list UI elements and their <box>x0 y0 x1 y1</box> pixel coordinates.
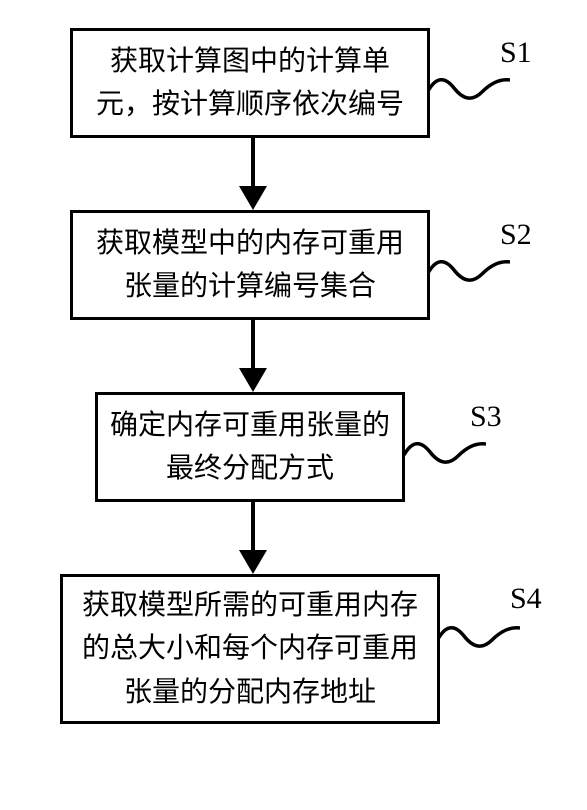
flow-label-s3: S3 <box>470 400 502 434</box>
connector-squiggle <box>428 256 510 290</box>
arrow-gap <box>50 138 550 210</box>
flow-row-s3: 确定内存可重用张量的最终分配方式 S3 <box>50 392 550 502</box>
flow-node-text: 获取模型所需的可重用内存的总大小和每个内存可重用张量的分配内存地址 <box>73 584 427 714</box>
flow-node-s3: 确定内存可重用张量的最终分配方式 <box>95 392 405 502</box>
arrow-down-icon <box>248 138 258 210</box>
flowchart-container: 获取计算图中的计算单元，按计算顺序依次编号 S1 获取模型中的内存可重用张量的计… <box>50 28 550 724</box>
flow-label-s1: S1 <box>500 36 532 70</box>
arrow-gap <box>50 320 550 392</box>
connector-squiggle <box>404 438 486 472</box>
flow-node-text: 获取模型中的内存可重用张量的计算编号集合 <box>83 222 417 309</box>
connector-squiggle <box>438 622 520 656</box>
arrow-gap <box>50 502 550 574</box>
connector-squiggle <box>428 74 510 108</box>
flow-node-s1: 获取计算图中的计算单元，按计算顺序依次编号 <box>70 28 430 138</box>
arrow-down-icon <box>248 502 258 574</box>
flow-node-text: 确定内存可重用张量的最终分配方式 <box>108 404 392 491</box>
flow-row-s1: 获取计算图中的计算单元，按计算顺序依次编号 S1 <box>50 28 550 138</box>
flow-node-text: 获取计算图中的计算单元，按计算顺序依次编号 <box>83 40 417 127</box>
arrow-down-icon <box>248 320 258 392</box>
flow-node-s2: 获取模型中的内存可重用张量的计算编号集合 <box>70 210 430 320</box>
flow-row-s4: 获取模型所需的可重用内存的总大小和每个内存可重用张量的分配内存地址 S4 <box>50 574 550 724</box>
flow-label-s2: S2 <box>500 218 532 252</box>
flow-label-s4: S4 <box>510 582 542 616</box>
flow-node-s4: 获取模型所需的可重用内存的总大小和每个内存可重用张量的分配内存地址 <box>60 574 440 724</box>
flow-row-s2: 获取模型中的内存可重用张量的计算编号集合 S2 <box>50 210 550 320</box>
